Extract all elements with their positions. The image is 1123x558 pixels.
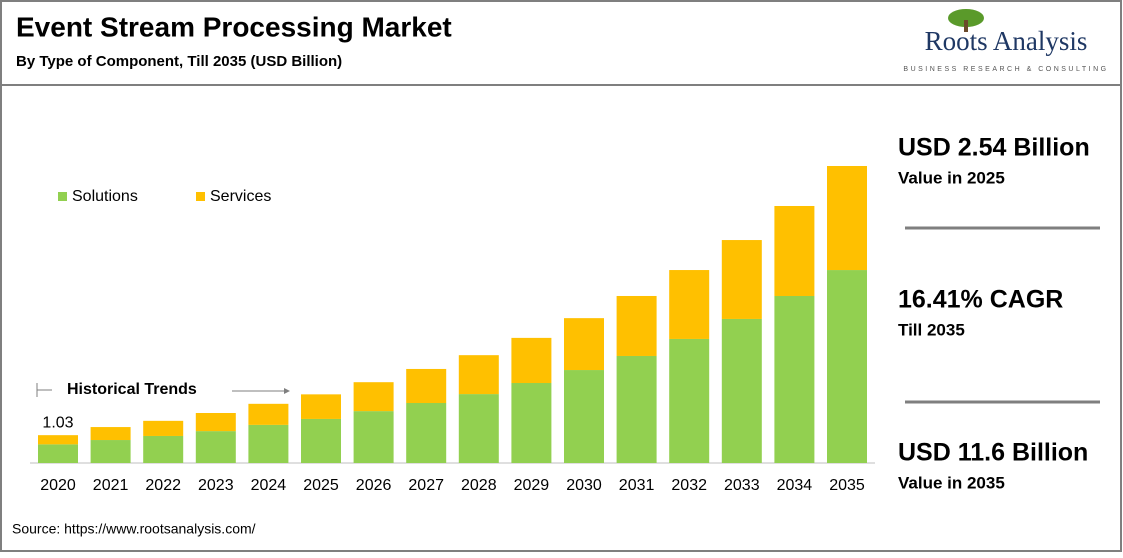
subtitle: By Type of Component, Till 2035 (USD Bil… [16, 53, 342, 70]
x-tick-label: 2028 [461, 477, 497, 494]
annotation: Historical Trends [67, 381, 197, 398]
bar-segment [353, 411, 394, 463]
x-tick-label: 2033 [724, 477, 760, 494]
stat-value: USD 11.6 Billion [898, 439, 1088, 467]
stats-panel: USD 2.54 Billion Value in 2025 16.41% CAGR… [898, 134, 1100, 492]
source: Source: https://www.rootsanalysis.com/ [12, 521, 256, 537]
bar-segment [721, 240, 762, 319]
bar-segment [616, 295, 657, 356]
bar-segment [248, 424, 289, 463]
total-label: 1.03 [42, 414, 73, 431]
bar-segment [143, 435, 184, 463]
x-tick-label: 2025 [303, 477, 339, 494]
arrow-head [284, 388, 290, 394]
bar-segment [353, 382, 394, 412]
bar-segment [90, 427, 131, 441]
x-tick-label: 2021 [93, 477, 129, 494]
bar-segment [511, 337, 552, 384]
legend-label: Solutions [72, 188, 138, 205]
stat-value: 16.41% CAGR [898, 286, 1063, 314]
logo: Roots Analysis [925, 26, 1088, 56]
x-tick-label: 2032 [671, 477, 707, 494]
stat-text: Value in 2025 [898, 168, 1005, 187]
bar-segment [301, 418, 341, 463]
x-tick-label: 2024 [251, 477, 287, 494]
bar-segment [564, 370, 604, 463]
bar-segment [616, 355, 657, 463]
x-tick-label: 2030 [566, 477, 602, 494]
legend-swatch [58, 192, 67, 201]
bar-segment [511, 383, 552, 463]
stat-text: Value in 2035 [898, 473, 1005, 492]
bar-segment [827, 166, 867, 271]
bar-segment [38, 435, 78, 445]
bar-segment [721, 318, 762, 463]
bar-segment [90, 440, 131, 463]
legend-label: Services [210, 188, 271, 205]
bar-segment [195, 413, 236, 432]
bar-segment [827, 270, 867, 463]
x-tick-label: 2034 [777, 477, 813, 494]
bar-segment [774, 205, 815, 296]
logo-tagline: BUSINESS RESEARCH & CONSULTING [903, 66, 1108, 73]
x-tick-label: 2023 [198, 477, 234, 494]
chart: 2020 2021 2022 2023 2024 2025 2026 2027 2028 2029… [30, 166, 875, 494]
x-tick-label: 2035 [829, 477, 865, 494]
x-tick-label: 2031 [619, 477, 655, 494]
bar-segment [406, 368, 447, 404]
bar-segment [406, 403, 447, 463]
bar-segment [38, 444, 78, 463]
bar-segment [458, 394, 499, 463]
bar-segment [458, 355, 499, 395]
stat-value: USD 2.54 Billion [898, 134, 1090, 162]
bar-segment [195, 431, 236, 463]
bar-segment [143, 420, 184, 436]
bar-segment [564, 318, 604, 371]
bar-segment [669, 270, 710, 339]
logo-tree [948, 9, 984, 32]
bar-segment [774, 295, 815, 463]
x-tick-label: 2020 [40, 477, 76, 494]
x-tick-label: 2026 [356, 477, 392, 494]
x-tick-label: 2027 [408, 477, 444, 494]
x-tick-label: 2029 [514, 477, 550, 494]
legend-swatch [196, 192, 205, 201]
stat-text: Till 2035 [898, 320, 965, 339]
title: Event Stream Processing Market [16, 11, 452, 42]
x-tick-label: 2022 [145, 477, 181, 494]
bar-segment [669, 338, 710, 463]
bar-segment [248, 403, 289, 425]
bar-segment [301, 394, 341, 419]
